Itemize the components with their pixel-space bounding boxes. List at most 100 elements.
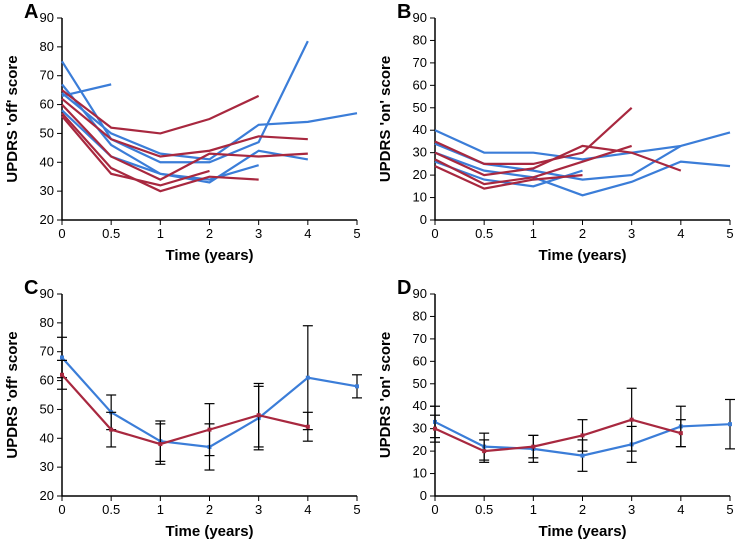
chart-B: B010203040506070809000.512345Time (years…	[373, 0, 745, 275]
ytick-label: 60	[40, 97, 54, 112]
ytick-label: 40	[40, 154, 54, 169]
ytick-label: 20	[40, 488, 54, 503]
xtick-label: 0	[431, 226, 438, 241]
xtick-label: 5	[353, 502, 360, 517]
ytick-label: 0	[419, 488, 426, 503]
series-line	[435, 130, 730, 159]
panel-label: C	[24, 277, 38, 299]
ytick-label: 0	[419, 212, 426, 227]
xtick-label: 1	[529, 502, 536, 517]
y-axis-label: UPDRS 'off' score	[4, 55, 21, 182]
x-axis-label: Time (years)	[538, 247, 626, 264]
ytick-label: 30	[412, 145, 426, 160]
chart-C: C203040506070809000.512345Time (years)UP…	[0, 276, 372, 551]
data-point	[208, 427, 212, 431]
ytick-label: 30	[40, 183, 54, 198]
xtick-label: 2	[206, 226, 213, 241]
ytick-label: 50	[412, 100, 426, 115]
y-axis-label: UPDRS 'on' score	[377, 331, 394, 457]
data-point	[306, 375, 310, 379]
ytick-label: 80	[412, 308, 426, 323]
chart-A: A203040506070809000.512345Time (years)UP…	[0, 0, 372, 275]
data-point	[678, 431, 682, 435]
xtick-label: 5	[353, 226, 360, 241]
ytick-label: 60	[40, 372, 54, 387]
data-point	[306, 424, 310, 428]
axes	[435, 18, 730, 220]
ytick-label: 70	[40, 343, 54, 358]
chart-D: D010203040506070809000.512345Time (years…	[373, 276, 745, 551]
panel-label: D	[397, 277, 411, 299]
ytick-label: 20	[40, 212, 54, 227]
ytick-label: 80	[40, 314, 54, 329]
ytick-label: 70	[40, 68, 54, 83]
xtick-label: 5	[726, 502, 733, 517]
series-line	[62, 84, 259, 179]
xtick-label: 2	[578, 502, 585, 517]
ytick-label: 30	[412, 420, 426, 435]
xtick-label: 0.5	[102, 226, 120, 241]
xtick-label: 1	[529, 226, 536, 241]
panel-label: B	[397, 1, 411, 23]
data-point	[257, 413, 261, 417]
data-point	[433, 426, 437, 430]
series-line	[62, 374, 308, 443]
ytick-label: 40	[412, 122, 426, 137]
ytick-label: 10	[412, 190, 426, 205]
ytick-label: 90	[412, 10, 426, 25]
xtick-label: 5	[726, 226, 733, 241]
xtick-label: 0	[58, 226, 65, 241]
data-point	[355, 384, 359, 388]
ytick-label: 40	[412, 398, 426, 413]
ytick-label: 60	[412, 353, 426, 368]
ytick-label: 50	[40, 401, 54, 416]
x-axis-label: Time (years)	[165, 523, 253, 540]
panel-d: D010203040506070809000.512345Time (years…	[373, 276, 745, 551]
ytick-label: 40	[40, 430, 54, 445]
y-axis-label: UPDRS 'off' score	[4, 331, 21, 458]
panel-a: A203040506070809000.512345Time (years)UP…	[0, 0, 373, 276]
data-point	[629, 417, 633, 421]
y-axis-label: UPDRS 'on' score	[377, 56, 394, 182]
panel-label: A	[24, 1, 38, 23]
xtick-label: 0	[431, 502, 438, 517]
ytick-label: 70	[412, 55, 426, 70]
data-point	[158, 442, 162, 446]
series-line	[435, 419, 681, 450]
xtick-label: 3	[628, 226, 635, 241]
x-axis-label: Time (years)	[165, 247, 253, 264]
ytick-label: 70	[412, 330, 426, 345]
series-line	[62, 84, 111, 96]
data-point	[109, 427, 113, 431]
series-line	[62, 99, 308, 157]
xtick-label: 1	[157, 502, 164, 517]
data-point	[531, 444, 535, 448]
data-point	[60, 355, 64, 359]
ytick-label: 50	[412, 375, 426, 390]
ytick-label: 80	[40, 39, 54, 54]
ytick-label: 80	[412, 32, 426, 47]
panel-b: B010203040506070809000.512345Time (years…	[373, 0, 745, 276]
xtick-label: 2	[578, 226, 585, 241]
ytick-label: 20	[412, 443, 426, 458]
ytick-label: 30	[40, 459, 54, 474]
xtick-label: 3	[255, 226, 262, 241]
data-point	[728, 422, 732, 426]
ytick-label: 90	[40, 10, 54, 25]
xtick-label: 0.5	[102, 502, 120, 517]
x-axis-label: Time (years)	[538, 523, 626, 540]
xtick-label: 0.5	[475, 226, 493, 241]
ytick-label: 90	[40, 286, 54, 301]
panel-c: C203040506070809000.512345Time (years)UP…	[0, 276, 373, 551]
series-line	[62, 93, 357, 159]
xtick-label: 1	[157, 226, 164, 241]
xtick-label: 0	[58, 502, 65, 517]
ytick-label: 60	[412, 77, 426, 92]
xtick-label: 3	[628, 502, 635, 517]
series-line	[62, 90, 259, 133]
data-point	[580, 453, 584, 457]
data-point	[60, 372, 64, 376]
xtick-label: 2	[206, 502, 213, 517]
ytick-label: 90	[412, 286, 426, 301]
chart-grid: A203040506070809000.512345Time (years)UP…	[0, 0, 745, 551]
